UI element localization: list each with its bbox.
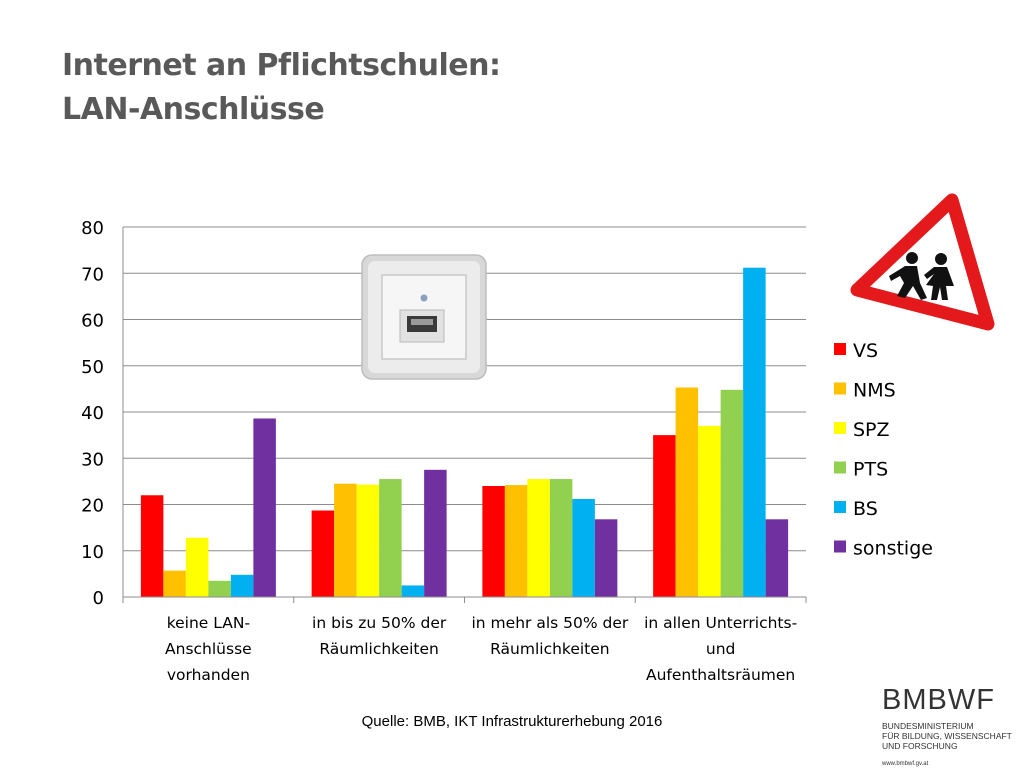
bar-vs xyxy=(140,495,164,597)
y-tick-label: 10 xyxy=(81,542,104,563)
x-category-label: Räumlichkeiten xyxy=(490,640,610,658)
bar-nms xyxy=(334,483,357,597)
title-line-1: Internet an Pflichtschulen: xyxy=(62,48,501,83)
bar-spz xyxy=(527,479,550,597)
legend-swatch-spz xyxy=(834,422,846,434)
y-tick-label: 80 xyxy=(81,218,104,239)
y-tick-label: 50 xyxy=(81,357,104,378)
legend-label: BS xyxy=(853,498,878,520)
bar-sonstige xyxy=(424,469,447,597)
title-line-2: LAN-Anschlüsse xyxy=(62,92,325,127)
legend-swatch-pts xyxy=(834,461,846,474)
brand-sub-line-2: FÜR BILDUNG, WISSENSCHAFT xyxy=(882,731,1012,741)
x-category-label: und xyxy=(706,640,736,658)
legend-swatch-nms xyxy=(834,382,846,395)
legend-label: VS xyxy=(853,340,878,362)
ministry-logo: BMBWF BUNDESMINISTERIUM FÜR BILDUNG, WIS… xyxy=(882,685,1022,767)
chart-x-axis: keine LAN- Anschlüsse vorhanden in bis zu 5… xyxy=(122,596,807,684)
bar-nms xyxy=(504,485,528,597)
bar-sonstige xyxy=(765,519,789,597)
bar-spz xyxy=(698,425,721,597)
bar-pts xyxy=(720,389,744,597)
bar-pts xyxy=(379,479,402,597)
y-tick-label: 60 xyxy=(81,311,104,332)
bar-vs xyxy=(311,510,335,597)
x-category-label: Anschlüsse xyxy=(165,640,252,658)
legend-swatch-bs xyxy=(834,501,846,513)
chart-legend: VS NMS SPZ PTS BS sonstige xyxy=(834,340,933,560)
legend-swatch-vs xyxy=(834,343,846,355)
x-category-label: in bis zu 50% der xyxy=(312,614,447,632)
brand-sub-line-3: UND FORSCHUNG xyxy=(882,741,958,751)
x-category-label: in allen Unterrichts- xyxy=(644,614,797,632)
bar-sonstige xyxy=(253,418,276,597)
legend-label: PTS xyxy=(853,459,888,481)
brand-sub-line-1: BUNDESMINISTERIUM xyxy=(882,721,974,731)
legend-label: sonstige xyxy=(853,538,933,560)
bar-pts xyxy=(549,479,573,597)
bar-bs xyxy=(401,585,425,597)
brand-subtitle: BUNDESMINISTERIUM FÜR BILDUNG, WISSENSCH… xyxy=(882,721,1022,751)
x-category-label: vorhanden xyxy=(167,666,250,684)
children-crossing-sign-icon xyxy=(850,193,995,331)
chart-y-axis: 0 10 20 30 40 50 60 70 80 xyxy=(81,218,124,609)
bar-vs xyxy=(482,486,505,597)
brand-url: www.bmbwf.gv.at xyxy=(882,761,929,767)
source-note: Quelle: BMB, IKT Infrastrukturerhebung 2… xyxy=(361,713,663,730)
bar-nms xyxy=(675,387,699,597)
x-category-label: Aufenthaltsräumen xyxy=(646,666,795,684)
bar-pts xyxy=(208,580,231,597)
brand-name: BMBWF xyxy=(882,684,995,716)
bar-sonstige xyxy=(594,519,618,597)
bar-spz xyxy=(185,537,209,597)
y-tick-label: 30 xyxy=(81,449,104,470)
bar-spz xyxy=(356,484,380,597)
lan-socket-image xyxy=(361,254,487,380)
x-category-label: Räumlichkeiten xyxy=(319,640,439,658)
bar-vs xyxy=(653,435,676,597)
x-category-label: keine LAN- xyxy=(167,614,250,632)
y-tick-label: 20 xyxy=(81,496,104,517)
bar-bs xyxy=(230,574,254,597)
y-tick-label: 40 xyxy=(81,403,104,424)
page-title: Internet an Pflichtschulen: LAN-Anschlüs… xyxy=(62,44,501,132)
bar-bs xyxy=(743,267,766,597)
chart-bars xyxy=(140,267,789,597)
y-tick-label: 70 xyxy=(81,264,104,285)
bar-bs xyxy=(572,498,595,597)
x-category-label: in mehr als 50% der xyxy=(472,614,629,632)
y-tick-label: 0 xyxy=(93,588,104,609)
bar-nms xyxy=(163,570,186,597)
legend-label: NMS xyxy=(853,380,896,402)
legend-label: SPZ xyxy=(853,419,890,441)
legend-swatch-sonstige xyxy=(834,540,846,553)
